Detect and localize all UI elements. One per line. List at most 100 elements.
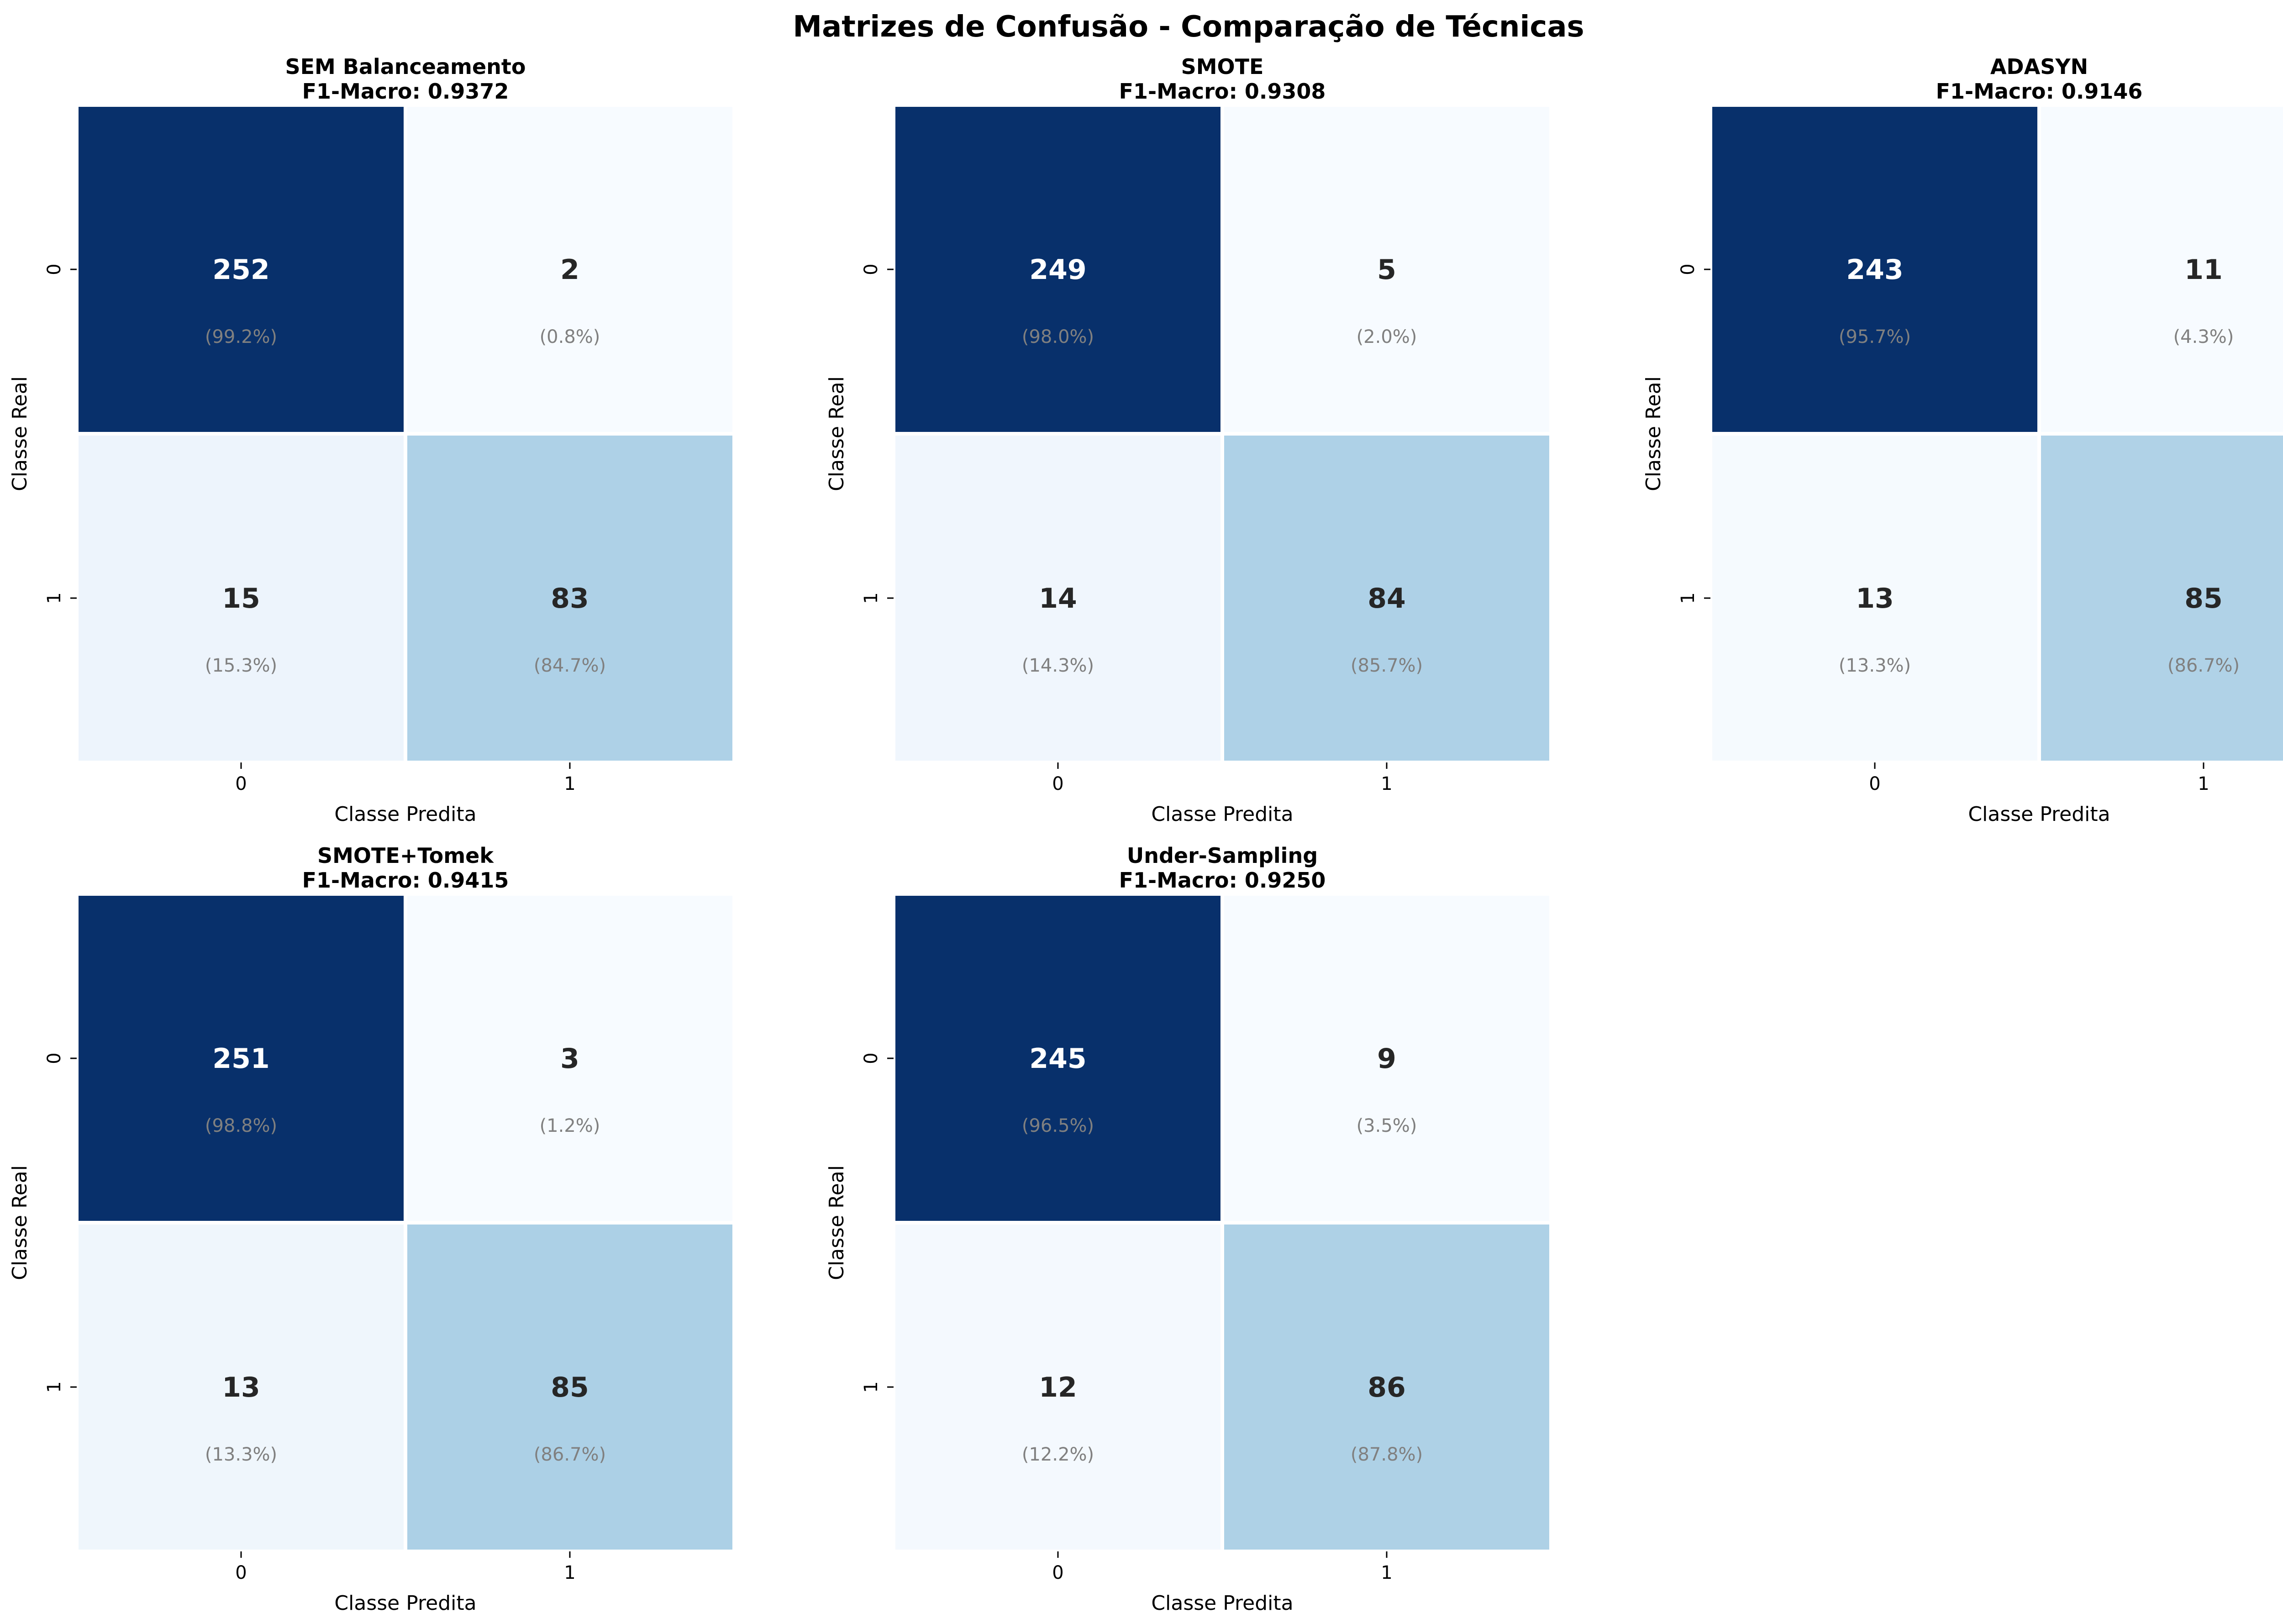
y-tick-label: 1	[44, 1381, 65, 1393]
cell-percent-label: (4.3%)	[2173, 326, 2234, 347]
cell-count-label: 13	[222, 1372, 260, 1403]
cell-count-label: 243	[1846, 254, 1903, 286]
x-tick-label: 0	[1052, 773, 1063, 794]
y-tick-label: 0	[861, 1052, 882, 1064]
cell-count-label: 5	[1377, 254, 1396, 286]
cell-count-label: 83	[551, 583, 589, 615]
y-tick-label: 1	[861, 1381, 882, 1393]
panel-subtitle: F1-Macro: 0.9372	[302, 79, 509, 104]
panel-subtitle: F1-Macro: 0.9415	[302, 868, 509, 893]
y-axis-label: Classe Real	[825, 376, 848, 491]
x-tick-label: 0	[1052, 1562, 1063, 1583]
cell-percent-label: (98.0%)	[1022, 326, 1094, 347]
cell-percent-label: (99.2%)	[205, 326, 277, 347]
heatmap-cell	[2037, 432, 2283, 764]
cell-count-label: 9	[1377, 1043, 1396, 1075]
cell-count-label: 86	[1368, 1372, 1406, 1403]
cell-percent-label: (96.5%)	[1022, 1115, 1094, 1136]
cell-count-label: 2	[560, 254, 579, 286]
x-tick-label: 1	[564, 773, 575, 794]
heatmap-cell	[1220, 892, 1553, 1225]
cell-percent-label: (2.0%)	[1357, 326, 1417, 347]
heatmap-cell	[404, 1221, 736, 1553]
cell-percent-label: (13.3%)	[205, 1444, 277, 1465]
y-axis-label: Classe Real	[1642, 376, 1665, 491]
y-tick-label: 0	[44, 263, 65, 275]
x-tick-label: 0	[235, 1562, 247, 1583]
y-tick-label: 0	[1678, 263, 1699, 275]
cell-count-label: 252	[212, 254, 269, 286]
panel-title: SMOTE	[1181, 54, 1264, 79]
panels: 252(99.2%)2(0.8%)15(15.3%)83(84.7%)SEM B…	[8, 54, 2283, 1615]
figure-title: Matrizes de Confusão - Comparação de Téc…	[793, 10, 1584, 44]
y-tick-label: 0	[861, 263, 882, 275]
heatmap-cell	[892, 1221, 1224, 1553]
x-tick-label: 1	[2198, 773, 2209, 794]
heatmap-cell	[404, 892, 736, 1225]
y-tick-label: 0	[44, 1052, 65, 1064]
confusion-matrix-panel: 243(95.7%)11(4.3%)13(13.3%)85(86.7%)ADAS…	[1642, 54, 2283, 826]
panel-subtitle: F1-Macro: 0.9308	[1119, 79, 1326, 104]
cell-percent-label: (14.3%)	[1022, 655, 1094, 676]
cell-percent-label: (85.7%)	[1351, 655, 1423, 676]
x-tick-label: 1	[564, 1562, 575, 1583]
y-axis-label: Classe Real	[8, 376, 32, 491]
cell-percent-label: (1.2%)	[540, 1115, 600, 1136]
confusion-matrix-panel: 252 (99.2%) 2 (0.8%) 15 (15.3%) 83 (84.7%) SEM B…	[8, 54, 736, 826]
x-axis-label: Classe Predita	[334, 1592, 476, 1615]
x-axis-label: Classe Predita	[1151, 803, 1293, 826]
panel-subtitle: F1-Macro: 0.9146	[1936, 79, 2143, 104]
heatmap-cell	[892, 892, 1224, 1225]
confusion-matrix-panel: 245 (96.5%) 9 (3.5%) 12 (12.2%) 86 (87.8%) Under…	[825, 843, 1553, 1615]
cell-percent-label: (95.7%)	[1839, 326, 1911, 347]
x-axis-label: Classe Predita	[1151, 1592, 1293, 1615]
heatmap-cell	[1220, 103, 1553, 436]
cell-count-label: 249	[1029, 254, 1086, 286]
cell-count-label: 13	[1856, 583, 1894, 615]
cell-count-label: 84	[1368, 583, 1406, 615]
cell-percent-label: (0.8%)	[540, 326, 600, 347]
heatmap-cell	[404, 103, 736, 436]
cell-percent-label: (86.7%)	[534, 1444, 606, 1465]
heatmap-cell	[2037, 103, 2283, 436]
cell-percent-label: (3.5%)	[1357, 1115, 1417, 1136]
cell-count-label: 85	[2184, 583, 2223, 615]
x-axis-label: Classe Predita	[1968, 803, 2110, 826]
cell-percent-label: (12.2%)	[1022, 1444, 1094, 1465]
x-tick-label: 0	[235, 773, 247, 794]
panel-title: ADASYN	[1990, 54, 2088, 79]
x-tick-label: 1	[1381, 1562, 1392, 1583]
heatmap-cell	[1220, 432, 1553, 764]
heatmap-cell	[75, 103, 407, 436]
y-tick-label: 1	[1678, 592, 1699, 604]
y-axis-label: Classe Real	[8, 1165, 32, 1280]
y-axis-label: Classe Real	[825, 1165, 848, 1280]
y-tick-label: 1	[861, 592, 882, 604]
panel-title: Under-Sampling	[1127, 843, 1318, 868]
panel-subtitle: F1-Macro: 0.9250	[1119, 868, 1326, 893]
cell-count-label: 245	[1029, 1043, 1086, 1075]
heatmap-cell	[75, 432, 407, 764]
cell-percent-label: (86.7%)	[2167, 655, 2240, 676]
confusion-matrix-panel: 251 (98.8%) 3 (1.2%) 13 (13.3%) 85 (86.7%) SMOTE…	[8, 843, 736, 1615]
heatmap-cell	[75, 892, 407, 1225]
x-axis-label: Classe Predita	[334, 803, 476, 826]
panel-title: SMOTE+Tomek	[317, 843, 494, 868]
cell-count-label: 251	[212, 1043, 269, 1075]
cell-count-label: 3	[560, 1043, 579, 1075]
x-tick-label: 0	[1869, 773, 1880, 794]
y-tick-label: 1	[44, 592, 65, 604]
heatmap-cell	[404, 432, 736, 764]
cell-percent-label: (13.3%)	[1839, 655, 1911, 676]
cell-count-label: 11	[2184, 254, 2223, 286]
cell-count-label: 12	[1039, 1372, 1077, 1403]
cell-count-label: 15	[222, 583, 260, 615]
x-tick-label: 1	[1381, 773, 1392, 794]
cell-percent-label: (84.7%)	[534, 655, 606, 676]
panel-title: SEM Balanceamento	[285, 54, 526, 79]
cell-percent-label: (87.8%)	[1351, 1444, 1423, 1465]
cell-count-label: 85	[551, 1372, 589, 1403]
heatmap-cell	[1220, 1221, 1553, 1553]
confusion-matrix-panel: 249 (98.0%) 5 (2.0%) 14 (14.3%) 84 (85.7%) SMOTE…	[825, 54, 1553, 826]
